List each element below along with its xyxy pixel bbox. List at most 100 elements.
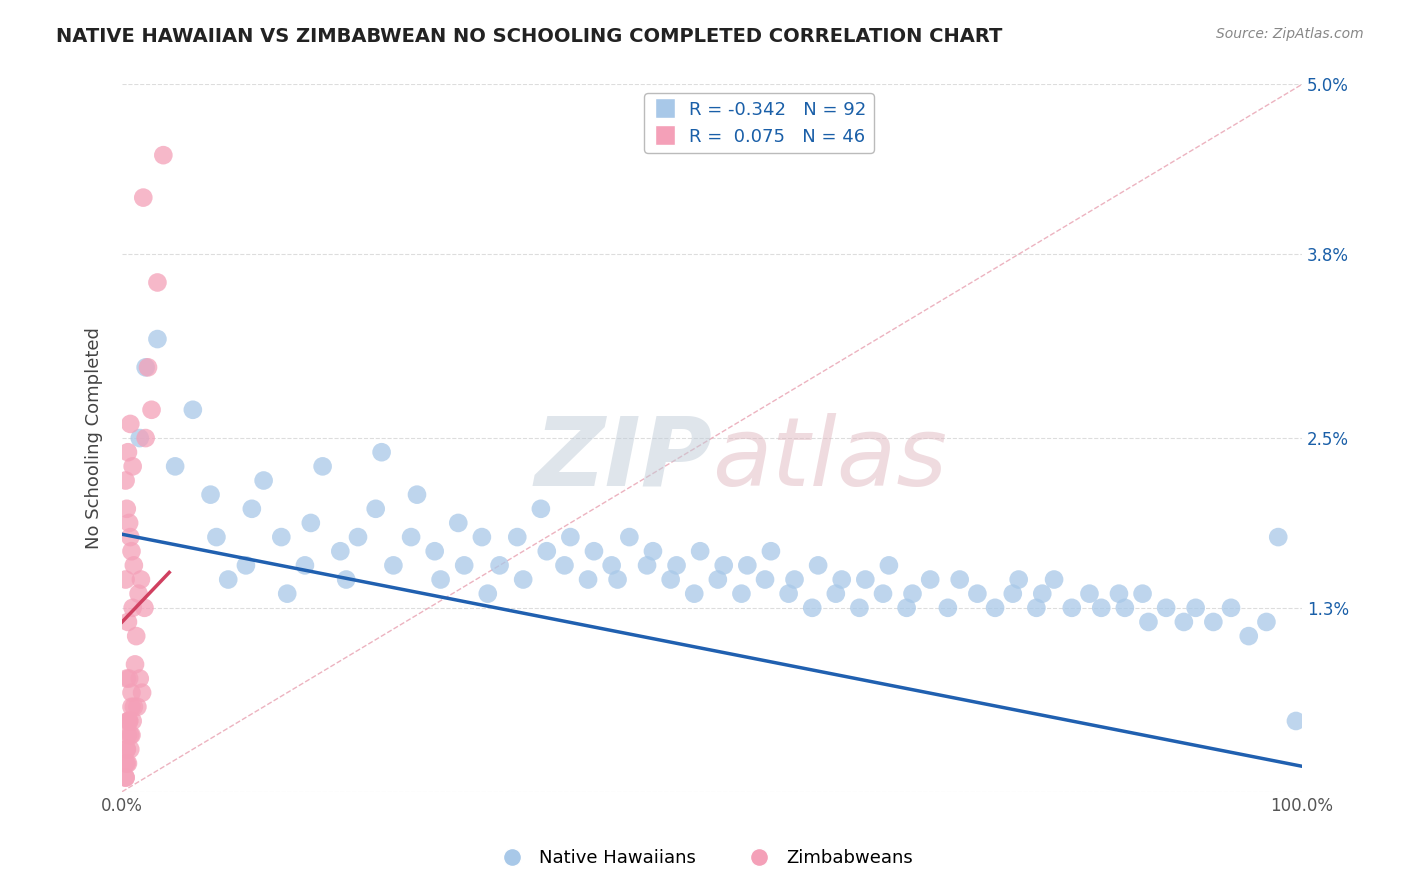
Point [877,558,900,573]
Point [370,445,392,459]
Point [117,714,139,728]
Point [1154,600,1177,615]
Point [582,544,605,558]
Point [299,516,322,530]
Point [121,600,143,615]
Point [853,573,876,587]
Point [335,573,357,587]
Point [114,771,136,785]
Point [118,516,141,530]
Point [217,573,239,587]
Point [713,558,735,573]
Point [824,587,846,601]
Legend: R = -0.342   N = 92, R =  0.075   N = 46: R = -0.342 N = 92, R = 0.075 N = 46 [644,94,875,153]
Point [152,148,174,162]
Text: ZIP: ZIP [534,413,711,506]
Point [128,431,150,445]
Text: atlas: atlas [711,413,948,506]
Point [553,558,575,573]
Point [114,474,136,488]
Point [136,360,159,375]
Point [121,699,143,714]
Point [896,600,918,615]
Point [114,756,136,771]
Point [707,573,730,587]
Point [453,558,475,573]
Point [118,714,141,728]
Legend: Native Hawaiians, Zimbabweans: Native Hawaiians, Zimbabweans [486,842,920,874]
Point [429,573,451,587]
Point [399,530,422,544]
Point [117,445,139,459]
Point [347,530,370,544]
Point [600,558,623,573]
Point [1285,714,1308,728]
Point [129,573,152,587]
Point [506,530,529,544]
Point [121,686,143,700]
Point [801,600,824,615]
Point [141,402,163,417]
Point [146,276,169,290]
Point [115,501,138,516]
Point [936,600,959,615]
Point [730,587,752,601]
Point [477,587,499,601]
Point [135,360,157,375]
Point [240,501,263,516]
Point [901,587,924,601]
Point [1031,587,1053,601]
Point [122,558,145,573]
Point [754,573,776,587]
Point [128,587,150,601]
Point [235,558,257,573]
Point [146,332,169,346]
Point [872,587,894,601]
Point [488,558,510,573]
Point [124,657,146,672]
Point [1256,615,1278,629]
Point [135,431,157,445]
Point [1267,530,1289,544]
Point [120,417,142,431]
Point [118,714,141,728]
Point [659,573,682,587]
Point [115,742,138,756]
Point [831,573,853,587]
Point [114,771,136,785]
Point [121,714,143,728]
Point [1173,615,1195,629]
Point [619,530,641,544]
Point [121,728,143,742]
Point [1008,573,1031,587]
Point [536,544,558,558]
Point [1078,587,1101,601]
Point [641,544,664,558]
Point [134,600,156,615]
Point [848,600,870,615]
Point [120,742,142,756]
Point [118,672,141,686]
Point [1108,587,1130,601]
Point [117,615,139,629]
Point [270,530,292,544]
Point [276,587,298,601]
Point [966,587,988,601]
Point [683,587,706,601]
Point [737,558,759,573]
Point [807,558,830,573]
Point [1184,600,1206,615]
Point [252,474,274,488]
Point [1132,587,1154,601]
Point [121,459,143,474]
Point [132,191,155,205]
Point [1043,573,1066,587]
Point [311,459,333,474]
Point [984,600,1007,615]
Point [1025,600,1047,615]
Point [117,756,139,771]
Point [205,530,228,544]
Point [114,573,136,587]
Point [920,573,942,587]
Point [530,501,553,516]
